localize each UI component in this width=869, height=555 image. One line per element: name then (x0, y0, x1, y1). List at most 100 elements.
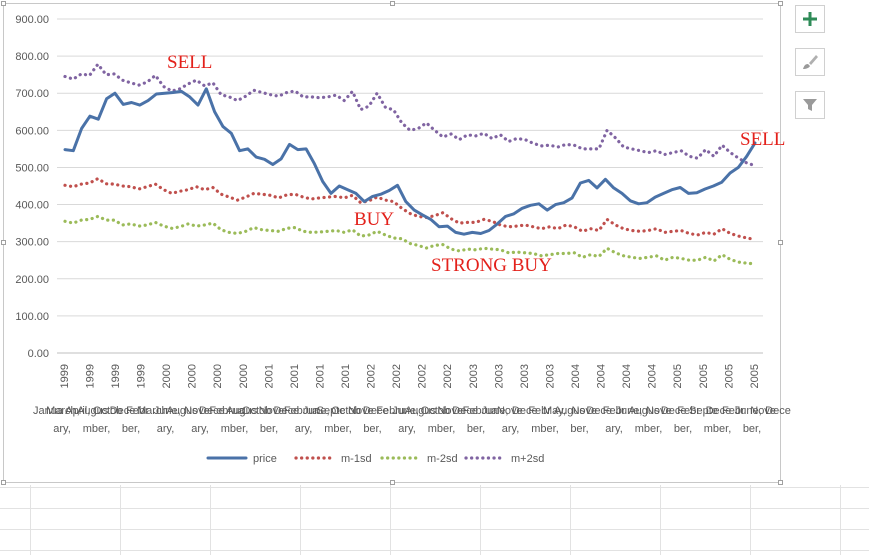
x-month-label: Augus (77, 405, 109, 417)
x-year-label: 2005 (749, 364, 761, 388)
x-year-label: 2005 (723, 364, 735, 388)
x-month-label: June, (154, 405, 181, 417)
x-month-label: Dece (661, 405, 687, 417)
x-month-label-wrap: mber, (635, 423, 663, 435)
x-year-label: 2002 (366, 364, 378, 388)
brush-icon (803, 55, 818, 69)
x-month-label: Octob (93, 405, 122, 417)
x-month-label: Nove (437, 405, 463, 417)
x-month-label: Febr (722, 405, 745, 417)
x-year-label: 2004 (570, 364, 582, 388)
chart-filters-button[interactable] (795, 91, 825, 119)
x-month-label-wrap: ary, (295, 423, 313, 435)
x-year-label: 2000 (187, 364, 199, 388)
x-year-label: 2002 (417, 364, 429, 388)
x-month-label: June, (303, 405, 330, 417)
resize-handle-top[interactable] (390, 1, 395, 6)
resize-handle-left[interactable] (1, 240, 6, 245)
series-line-m+2sd (63, 62, 757, 168)
annotation-buy: BUY (354, 209, 394, 230)
x-month-label: Dece (274, 405, 300, 417)
x-month-label: Nove (348, 405, 374, 417)
x-year-label: 1999 (110, 364, 122, 388)
resize-handle-top-left[interactable] (1, 1, 6, 6)
x-month-label: Augus (628, 405, 660, 417)
x-month-label: Dece (110, 405, 136, 417)
x-month-label: June, (616, 405, 643, 417)
x-month-label: Dece (512, 405, 538, 417)
resize-handle-bottom-right[interactable] (778, 480, 783, 485)
resize-handle-top-right[interactable] (778, 1, 783, 6)
x-month-label: Dece (586, 405, 612, 417)
x-month-label-wrap: ber, (122, 423, 140, 435)
legend-label-price: price (253, 453, 277, 465)
x-month-label-wrap: mber, (221, 423, 249, 435)
annotation-sell-1: SELL (167, 52, 212, 73)
x-month-label-wrap: ary, (502, 423, 520, 435)
y-tick-label: 600.00 (15, 125, 49, 137)
x-month-label-wrap: ary, (53, 423, 71, 435)
x-month-label: Nove (571, 405, 597, 417)
x-year-label: 2003 (544, 364, 556, 388)
x-year-label: 2001 (263, 364, 275, 388)
x-month-label-wrap: ber, (363, 423, 381, 435)
resize-handle-right[interactable] (778, 240, 783, 245)
series-line-m-2sd (63, 214, 757, 266)
resize-handle-bottom[interactable] (390, 480, 395, 485)
x-year-label: 2004 (647, 364, 659, 388)
x-month-label-wrap: mber, (324, 423, 352, 435)
x-year-label: 2000 (238, 364, 250, 388)
x-year-label: 2002 (391, 364, 403, 388)
y-tick-label: 800.00 (15, 51, 49, 63)
x-month-label: March (137, 405, 168, 417)
y-tick-label: 100.00 (15, 311, 49, 323)
x-month-label: Septe (317, 405, 346, 417)
x-month-label-wrap: mber, (531, 423, 559, 435)
x-month-label: April, (65, 405, 90, 417)
x-month-label-wrap: ary, (398, 423, 416, 435)
x-year-label: 2004 (621, 364, 633, 388)
annotation-sell-2: SELL (740, 129, 785, 150)
x-month-label: Nove (646, 405, 672, 417)
resize-handle-bottom-left[interactable] (1, 480, 6, 485)
x-month-label-wrap: mber, (428, 423, 456, 435)
x-month-label: Februa (209, 405, 245, 417)
x-month-label: Dece (706, 405, 732, 417)
legend-label-m-1sd: m-1sd (341, 453, 372, 465)
y-tick-label: 700.00 (15, 88, 49, 100)
x-month-label: Dece (363, 405, 389, 417)
x-month-label: Dece (452, 405, 478, 417)
chart-styles-button[interactable] (795, 48, 825, 76)
x-month-label: May, (543, 405, 566, 417)
x-month-label: Febru (376, 405, 405, 417)
annotation-strong-buy: STRONG BUY (431, 255, 552, 276)
y-tick-label: 400.00 (15, 200, 49, 212)
x-month-label: Augus (554, 405, 586, 417)
x-year-label: 2003 (519, 364, 531, 388)
x-year-label: 2000 (161, 364, 173, 388)
y-tick-label: 500.00 (15, 162, 49, 174)
x-month-label-wrap: ary, (605, 423, 623, 435)
legend: price m-1sd m-2sd m+2sd (206, 453, 544, 465)
x-month-label: Februa (463, 405, 499, 417)
y-tick-label: 200.00 (15, 274, 49, 286)
x-month-label: Dece (199, 405, 225, 417)
x-month-label: Augus (166, 405, 198, 417)
x-month-label: Februa (284, 405, 320, 417)
x-month-label: Octob (242, 405, 271, 417)
x-month-label: June, (735, 405, 762, 417)
x-year-label: 2001 (314, 364, 326, 388)
chart-elements-button[interactable] (795, 5, 825, 33)
x-year-label: 1999 (84, 364, 96, 388)
x-year-label: 2003 (493, 364, 505, 388)
x-month-label: Dece (765, 405, 791, 417)
x-month-label: Janua (33, 405, 64, 417)
x-month-label: March, (46, 405, 80, 417)
x-month-label: Nove (259, 405, 285, 417)
x-month-label: Nove (184, 405, 210, 417)
x-month-label: Augus (226, 405, 258, 417)
x-year-label: 1999 (59, 364, 71, 388)
x-year-label: 2000 (212, 364, 224, 388)
x-year-label: 2005 (698, 364, 710, 388)
